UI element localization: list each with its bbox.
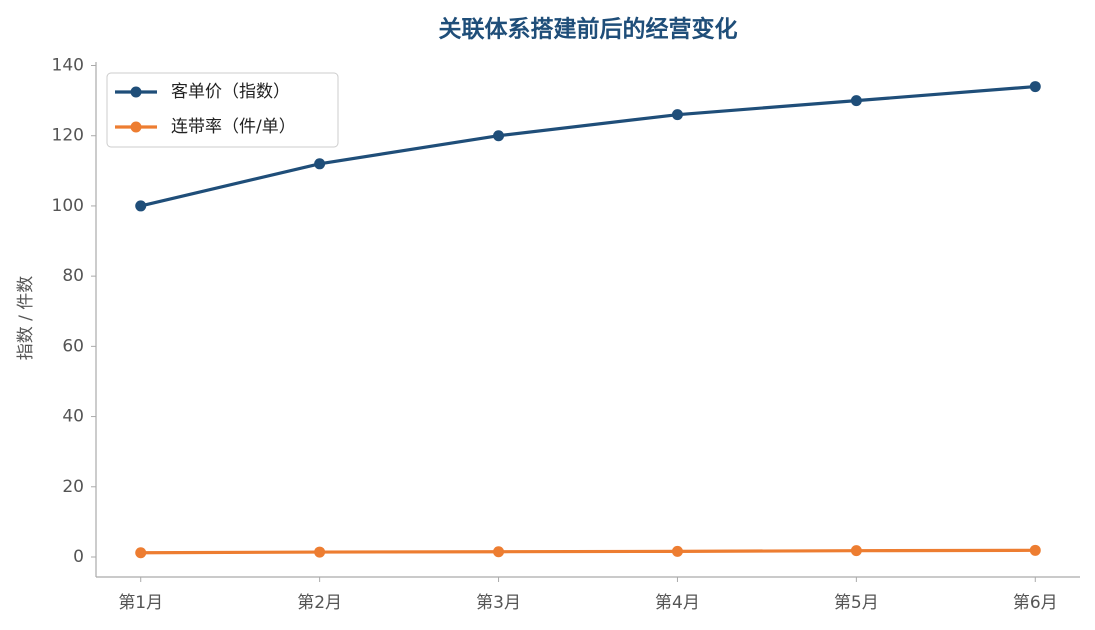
y-tick-label: 20 [62,477,84,497]
x-tick-label: 第1月 [118,593,163,613]
data-point [850,95,862,107]
y-tick-label: 140 [52,56,84,76]
y-tick-label: 120 [52,126,84,146]
data-point [135,547,147,559]
legend-label: 连带率（件/单） [171,117,296,137]
data-point [135,200,147,212]
y-tick-label: 0 [73,547,84,567]
y-tick-label: 60 [62,336,84,356]
data-point [1029,544,1041,556]
x-tick-label: 第3月 [476,593,521,613]
data-point [1029,81,1041,93]
legend-label: 客单价（指数） [171,82,290,102]
x-tick-label: 第5月 [834,593,879,613]
data-point [493,546,505,558]
legend-marker [130,121,142,133]
data-point [850,545,862,557]
x-tick-label: 第6月 [1013,593,1058,613]
y-axis-label: 指数 / 件数 [16,276,36,361]
data-point [671,109,683,121]
legend-box [106,72,339,148]
legend-marker [130,86,142,98]
data-point [314,546,326,558]
series-line [140,84,1036,208]
data-point [314,158,326,170]
y-tick-label: 100 [52,196,84,216]
data-point [671,545,683,557]
y-tick-label: 80 [62,266,84,286]
series-line [140,548,1036,555]
chart-title: 关联体系搭建前后的经营变化 [439,16,738,43]
x-tick-label: 第4月 [655,593,700,613]
data-point [493,130,505,142]
y-tick-label: 40 [62,407,84,427]
x-tick-label: 第2月 [297,593,342,613]
